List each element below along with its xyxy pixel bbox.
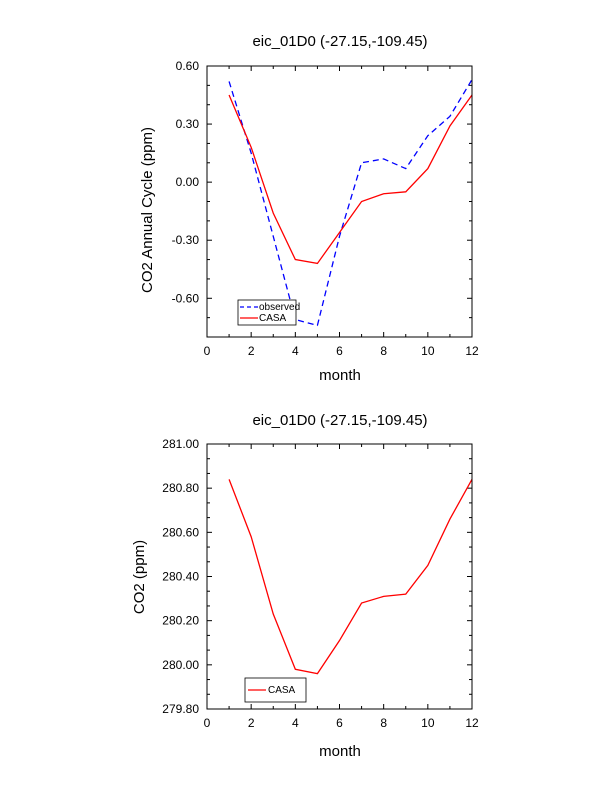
series-line-observed [228,79,473,327]
chart-2-xtick-label: 4 [292,716,299,730]
chart-1-plot-frame [206,65,473,338]
chart-2-ytick-label: 280.40 [162,570,199,584]
chart-1-xtick-label: 6 [336,344,343,358]
chart-2-plot-frame [206,443,473,710]
chart-1-ytick-label: 0.60 [176,59,200,73]
chart-2-xtick-label: 6 [336,716,343,730]
chart-1-xtick-label: 2 [248,344,255,358]
chart-2-series-lines [228,479,473,675]
chart-1-ticks [206,65,473,338]
chart-1-xtick-label: 4 [292,344,299,358]
chart-2-ytick-label: 280.60 [162,525,199,539]
chart-2-xtick-label: 10 [421,716,435,730]
series-line-casa [228,94,473,265]
chart-1-legend-box [237,299,297,326]
chart-2-tick-labels: 0 2 4 6 8 10 12 281.00 280.80 280.60 280… [162,437,479,730]
chart-1-ytick-label: 0.00 [176,175,200,189]
chart-2-ytick-label: 279.80 [162,702,199,716]
chart-2-ylabel: CO2 (ppm) [131,540,148,614]
chart-2-ytick-label: 280.20 [162,614,199,628]
chart-2-ytick-label: 280.00 [162,658,199,672]
legend-label-casa: CASA [259,313,287,324]
chart-1-xlabel: month [319,367,361,384]
chart-co2: eic_01D0 (-27.15,-109.45) CO2 (ppm) mont… [131,412,479,760]
chart-1-xtick-label: 12 [465,344,479,358]
chart-2-xlabel: month [319,743,361,760]
legend-label-casa: CASA [268,685,296,696]
chart-1-title: eic_01D0 (-27.15,-109.45) [252,33,427,50]
chart-2-legend: CASA [244,677,307,703]
chart-1-xtick-label: 10 [421,344,435,358]
legend-label-observed: observed [259,302,300,313]
chart-1-series-lines [228,79,473,327]
chart-2-xtick-label: 8 [380,716,387,730]
chart-2-ytick-label: 280.80 [162,481,199,495]
chart-2-xtick-label: 12 [465,716,479,730]
chart-1-ytick-label: -0.60 [172,291,200,305]
chart-2-xtick-label: 2 [248,716,255,730]
chart-2-ytick-label: 281.00 [162,437,199,451]
chart-1-ytick-label: -0.30 [172,233,200,247]
chart-2-ticks [206,443,473,710]
chart-2-xtick-label: 0 [204,716,211,730]
chart-1-xtick-label: 0 [204,344,211,358]
chart-1-ylabel: CO2 Annual Cycle (ppm) [139,127,156,293]
chart-1-tick-labels: 0 2 4 6 8 10 12 0.60 0.30 0.00 -0.30 -0.… [172,59,479,358]
chart-2-title: eic_01D0 (-27.15,-109.45) [252,412,427,429]
chart-1-ytick-label: 0.30 [176,117,200,131]
series-line-casa [228,479,473,675]
chart-1-legend: observed CASA [237,299,300,326]
chart-1-xtick-label: 8 [380,344,387,358]
chart-annual-cycle: eic_01D0 (-27.15,-109.45) CO2 Annual Cyc… [139,33,479,384]
